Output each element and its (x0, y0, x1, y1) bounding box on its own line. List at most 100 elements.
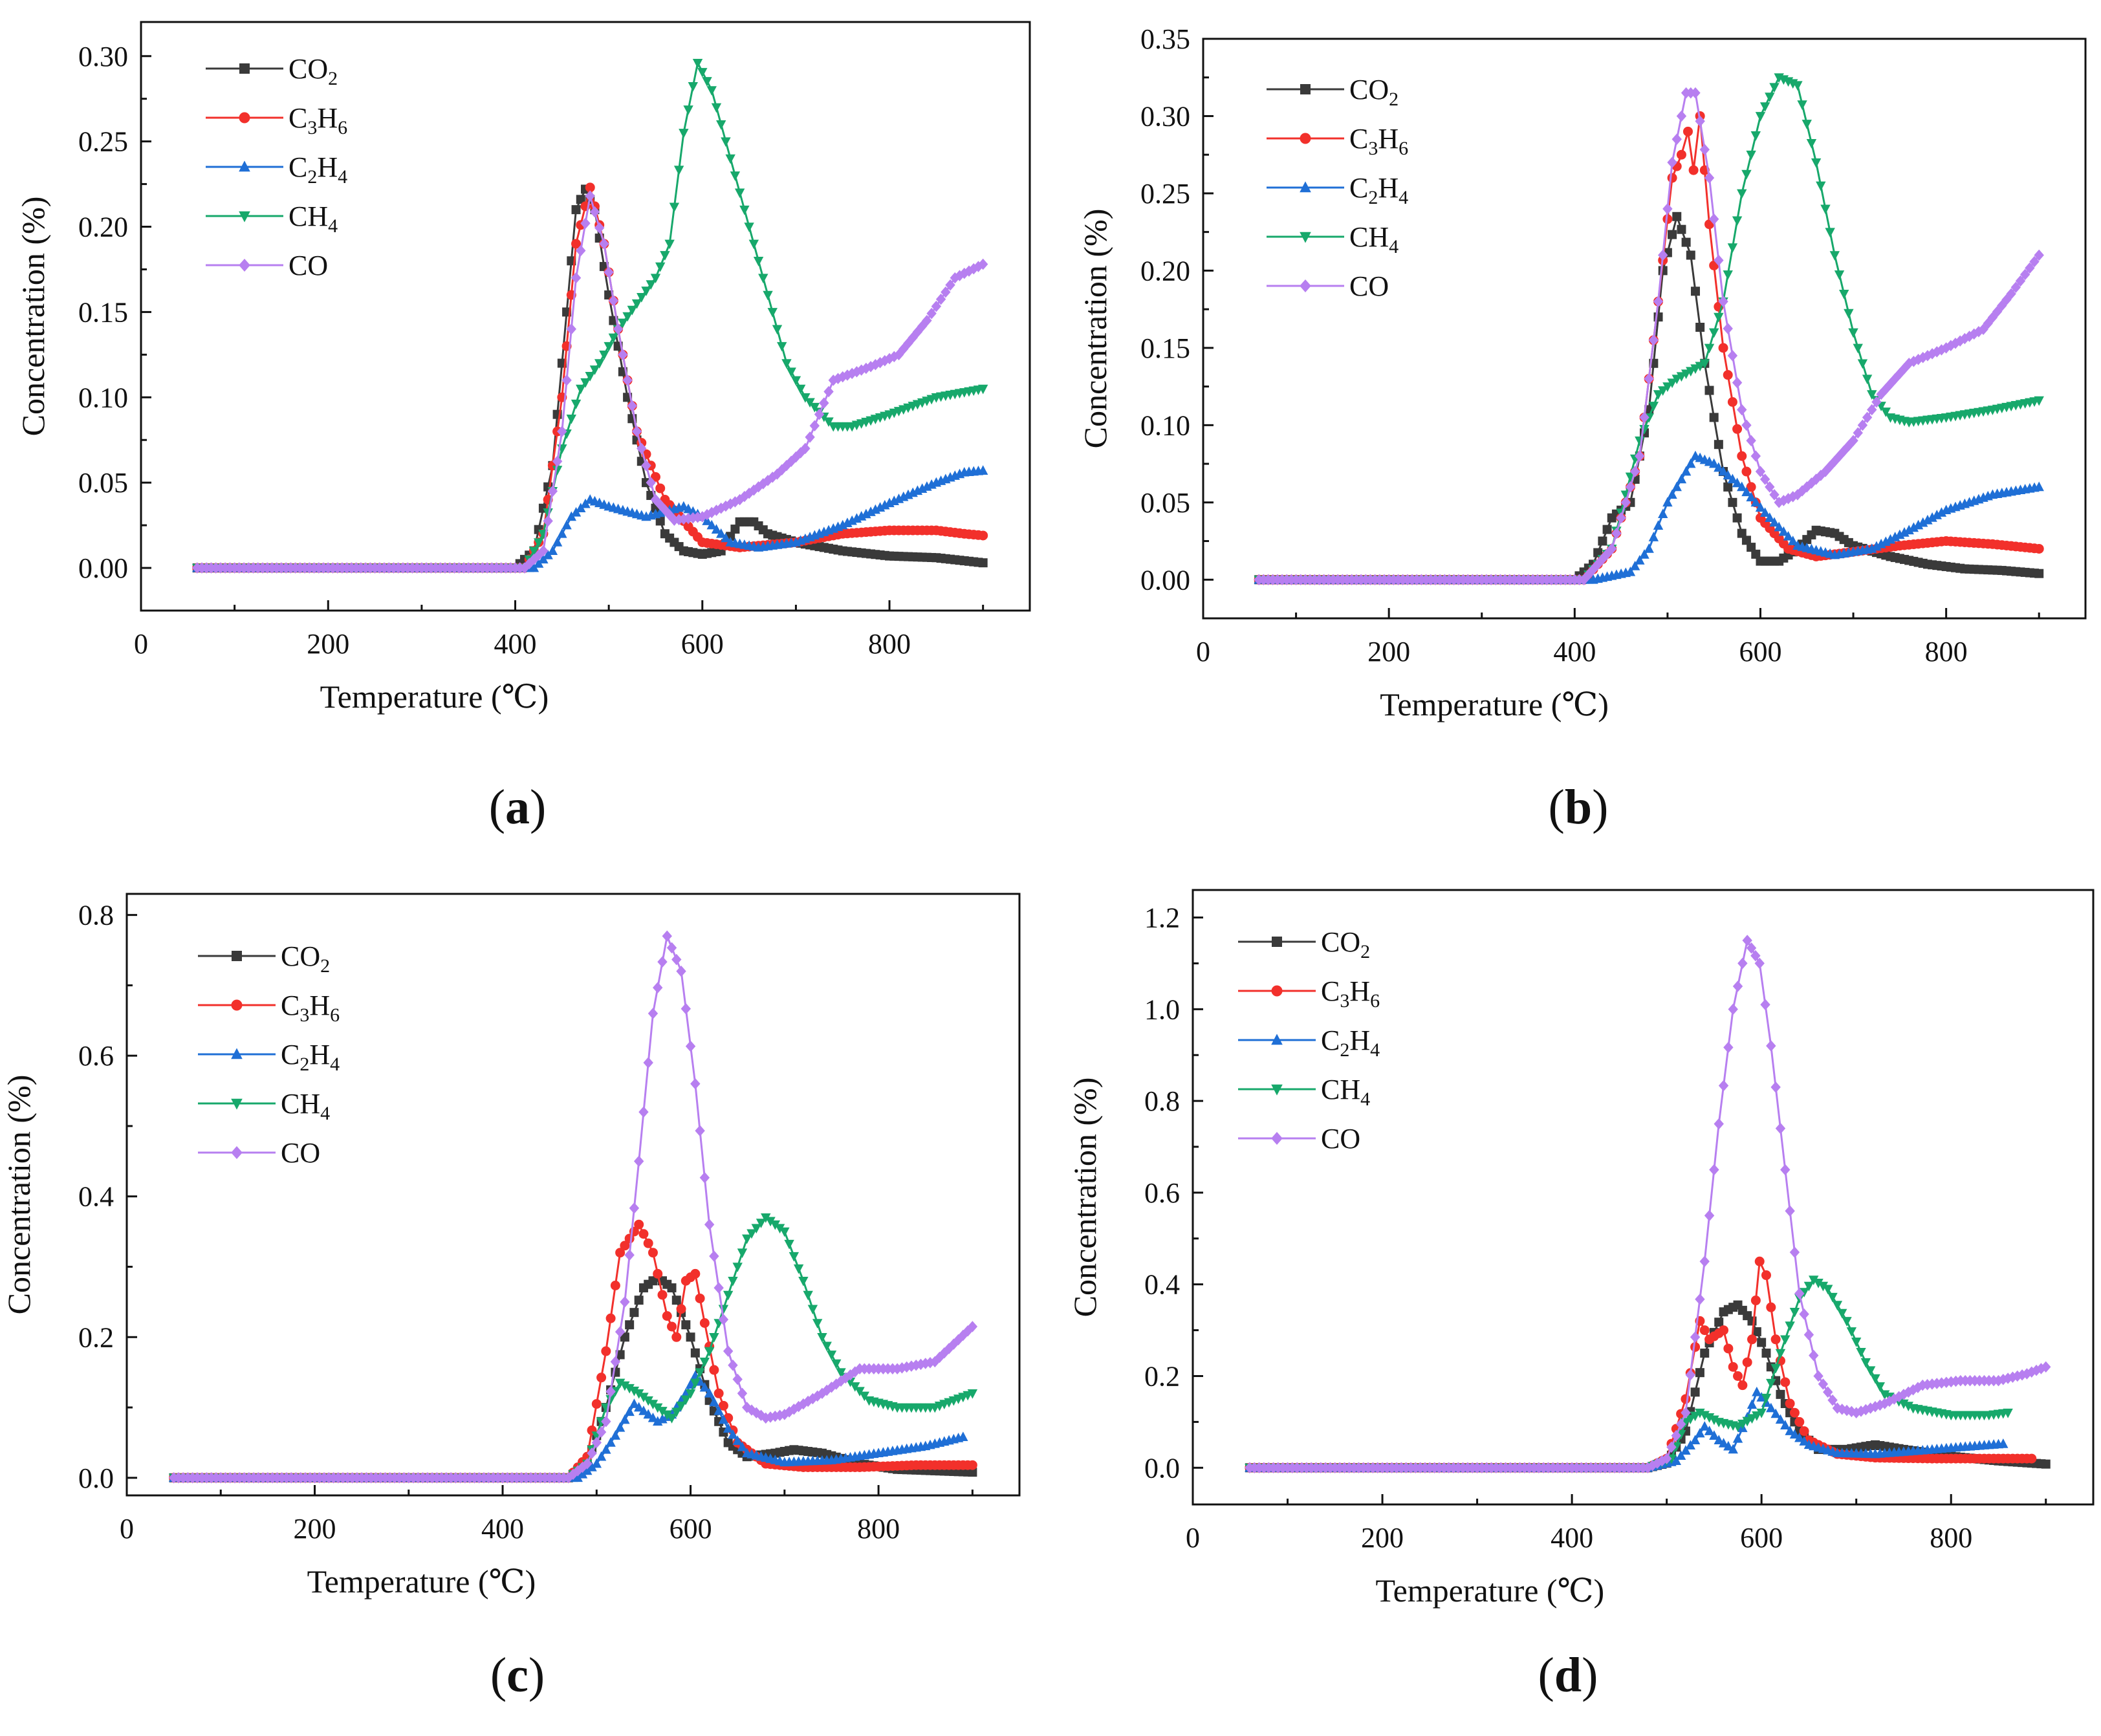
chart-d-point-co (1879, 1398, 1890, 1409)
chart-c-point-co (784, 1406, 794, 1418)
chart-c-point-co (793, 1400, 804, 1413)
chart-c-point-ch4 (704, 1347, 715, 1357)
chart-a-point-co (931, 300, 942, 312)
chart-b-point-c3h6 (1732, 424, 1743, 434)
chart-a-point-co (571, 272, 582, 284)
chart-b-point-c2h4 (1774, 521, 1784, 532)
chart-d-point-c2h4 (1709, 1430, 1719, 1440)
chart-c-point-c3h6 (653, 1268, 663, 1279)
chart-d-point-co (1657, 1455, 1668, 1467)
chart-c-point-co (737, 1387, 748, 1400)
chart-c-point-ch4 (620, 1381, 630, 1391)
chart-d-point-co (1770, 1081, 1781, 1093)
chart-b-legend-item-c3h6: C3H6 (1267, 123, 1408, 159)
chart-a-point-c2h4 (977, 465, 988, 475)
chart-a-ytick-label: 0.05 (78, 467, 128, 499)
chart-a-point-co2 (655, 516, 665, 526)
chart-b-legend-label-co: CO (1349, 270, 1389, 302)
chart-d-point-co (1789, 1246, 1800, 1258)
chart-d-line-ch4 (1249, 1278, 2008, 1469)
chart-d-point-co (1661, 1453, 1672, 1464)
chart-a-point-ch4 (599, 351, 609, 360)
chart-b-point-co2 (1747, 543, 1756, 552)
chart-d-point-co (1714, 1118, 1724, 1130)
chart-d-point-co (1884, 1395, 1895, 1407)
chart-a-point-ch4 (734, 188, 745, 199)
chart-a-legend-marker-co2 (239, 63, 250, 74)
chart-d-point-ch4 (1851, 1338, 1862, 1347)
chart-b-point-co (1644, 373, 1654, 385)
chart-d-point-co2 (1747, 1316, 1757, 1326)
chart-d-ytick-label: 1.2 (1144, 902, 1180, 934)
chart-d-point-ch4 (1860, 1358, 1871, 1368)
chart-b-point-co (1759, 473, 1770, 485)
chart-d-point-ch4 (1813, 1279, 1823, 1288)
chart-a-ytick-label: 0.00 (78, 552, 128, 584)
chart-c-point-co (826, 1382, 837, 1393)
chart-a-point-co (884, 353, 895, 365)
chart-c-point-co2 (968, 1468, 977, 1477)
chart-c-point-ch4 (756, 1219, 767, 1228)
chart-b-point-co (1765, 481, 1775, 493)
chart-a-point-ch4 (688, 82, 699, 92)
chart-b-legend-marker-c2h4 (1300, 181, 1311, 193)
chart-d-ytick-label: 1.0 (1144, 993, 1180, 1025)
chart-a-point-ch4 (604, 342, 614, 352)
chart-b-point-ch4 (1639, 425, 1649, 435)
chart-b-legend-marker-c3h6 (1300, 133, 1311, 144)
chart-b-point-ch4 (1699, 359, 1710, 369)
chart-b-legend-item-ch4: CH4 (1267, 221, 1399, 257)
chart-c-point-c2h4 (620, 1414, 630, 1424)
chart-b-point-c3h6 (1667, 173, 1677, 183)
chart-b-ytick-label: 0.35 (1140, 23, 1190, 55)
chart-c-point-c3h6 (967, 1460, 977, 1470)
chart-a-point-ch4 (660, 251, 670, 261)
chart-c-point-ch4 (761, 1213, 771, 1223)
chart-c-point-co (662, 930, 672, 942)
chart-c-xtick-label: 600 (669, 1513, 712, 1545)
chart-b-point-c2h4 (1922, 514, 1933, 525)
chart-c-point-ch4 (695, 1368, 705, 1378)
chart-b-point-co (1750, 450, 1761, 462)
chart-c-xtick-label: 200 (294, 1513, 336, 1545)
chart-c-point-ch4 (784, 1239, 794, 1250)
chart-b-point-co (1737, 404, 1747, 416)
chart-b-point-c3h6 (1746, 482, 1756, 492)
chart-b-point-co (1844, 440, 1854, 451)
chart-c-point-ch4 (812, 1319, 823, 1329)
chart-b-point-co (1857, 419, 1868, 431)
chart-c-legend-marker-c3h6 (231, 999, 243, 1011)
chart-b-point-c2h4 (2034, 481, 2044, 492)
chart-b-series-c2h4 (1254, 450, 2044, 584)
chart-a-point-ch4 (730, 171, 741, 181)
chart-b-point-co (1853, 427, 1863, 439)
chart-a-point-ch4 (739, 205, 750, 215)
chart-d-point-co (1913, 1382, 1923, 1393)
chart-d-point-c3h6 (1799, 1426, 1809, 1437)
chart-a-point-co (589, 206, 600, 218)
chart-b-ytick-label: 0.10 (1140, 409, 1190, 441)
chart-b-point-c2h4 (1658, 508, 1668, 519)
chart-a-point-ch4 (622, 312, 633, 322)
chart-b-point-c2h4 (1714, 462, 1724, 472)
chart-a-point-ch4 (697, 68, 708, 78)
chart-a-point-co (819, 397, 829, 409)
chart-c-point-co (897, 1362, 908, 1374)
chart-c-point-co (671, 953, 682, 966)
chart-a-frame (140, 21, 1031, 612)
chart-c-point-c2h4 (572, 1472, 583, 1482)
chart-b-point-co (1662, 203, 1673, 215)
chart-b-point-co (1708, 213, 1719, 225)
chart-d-legend-item-co: CO (1238, 1123, 1360, 1155)
chart-c-legend-marker-ch4 (231, 1098, 243, 1110)
chart-d-point-co (1993, 1374, 2004, 1387)
chart-d-point-c3h6 (1733, 1371, 1743, 1381)
chart-d-point-ch4 (1761, 1393, 1772, 1404)
chart-d-point-co (1666, 1441, 1677, 1453)
chart-d-xtick-label: 600 (1740, 1522, 1783, 1554)
chart-c-point-ch4 (605, 1395, 616, 1405)
chart-c-point-c2h4 (728, 1429, 738, 1439)
chart-b-point-co2 (1709, 413, 1719, 422)
chart-a-point-co (697, 511, 708, 523)
chart-d-point-co2 (1700, 1349, 1710, 1358)
